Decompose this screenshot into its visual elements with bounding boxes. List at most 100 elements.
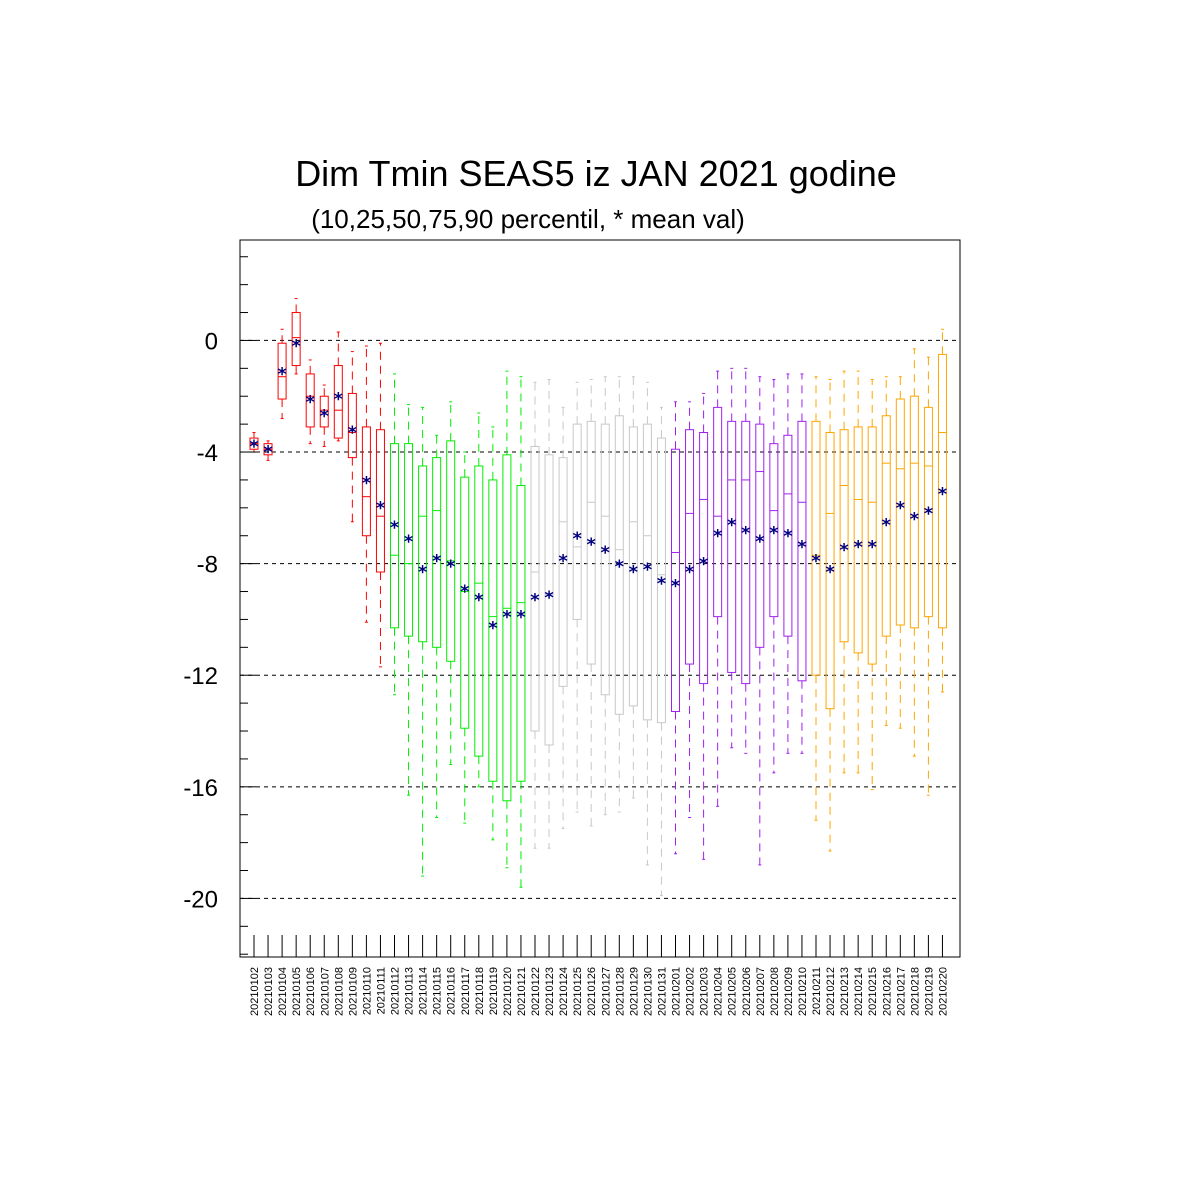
mean-marker: *: [320, 406, 330, 427]
box: [713, 406, 723, 618]
mean-marker: *: [558, 551, 568, 572]
mean-marker: *: [811, 551, 821, 572]
box: [530, 445, 540, 732]
box: [671, 448, 680, 712]
x-tick-label: 20210113: [404, 967, 416, 1015]
plot-frame: [239, 239, 961, 958]
x-tick-label: 20210109: [347, 967, 359, 1016]
mean-marker: *: [348, 423, 358, 444]
mean-markers: * ************* ** *** ** *** * ** * ** ** *** * * * **…: [249, 336, 947, 639]
box: [811, 420, 821, 676]
mean-marker: *: [657, 573, 667, 594]
mean-marker: *: [797, 537, 807, 558]
mean-marker: *: [277, 364, 287, 385]
mean-marker: *: [418, 562, 428, 583]
mean-marker: *: [643, 559, 653, 580]
box: [488, 479, 498, 782]
mean-marker: *: [530, 590, 540, 611]
box: [502, 454, 512, 802]
mean-marker: *: [291, 336, 301, 357]
mean-marker: *: [910, 509, 920, 530]
x-tick-label: 20210207: [755, 967, 767, 1016]
mean-marker: *: [376, 498, 386, 519]
box: [755, 423, 765, 648]
box: [446, 440, 456, 662]
box: [853, 426, 863, 654]
mean-marker: *: [741, 523, 751, 544]
mean-marker: *: [924, 504, 934, 525]
x-tick-label: 20210205: [727, 967, 739, 1016]
box: [333, 365, 343, 439]
box: [305, 373, 315, 428]
x-tick-label: 20210125: [572, 967, 584, 1016]
box: [769, 443, 779, 618]
box: [685, 429, 695, 665]
x-tick-label: 20210110: [361, 967, 373, 1015]
mean-marker: *: [783, 526, 793, 547]
x-tick-label: 20210201: [671, 967, 683, 1016]
x-tick-label: 20210121: [516, 967, 528, 1016]
chart-subtitle: (10,25,50,75,90 percentil, * mean val): [311, 204, 745, 234]
x-tick-label: 20210220: [937, 967, 949, 1016]
x-tick-label: 20210120: [502, 967, 514, 1016]
x-tick-label: 20210119: [488, 967, 500, 1015]
box: [727, 420, 737, 673]
mean-marker: *: [882, 515, 892, 536]
mean-marker: *: [755, 532, 765, 553]
mean-marker: *: [629, 562, 639, 583]
x-tick-label: 20210203: [699, 967, 711, 1016]
x-tick-label: 20210219: [923, 967, 935, 1016]
y-axis: 0 -4 -8 -12 -16 -20: [183, 256, 256, 955]
box: [558, 457, 568, 687]
x-tick-label: 20210218: [909, 967, 921, 1016]
x-tick-label: 20210107: [319, 967, 331, 1016]
box: [656, 437, 666, 724]
mean-marker: *: [334, 389, 344, 410]
x-tick-label: 20210213: [839, 967, 851, 1016]
box: [572, 423, 582, 620]
x-tick-label: 20210122: [530, 967, 542, 1016]
mean-marker: *: [446, 557, 456, 578]
box: [460, 476, 470, 729]
box: [347, 392, 357, 459]
box: [474, 465, 484, 757]
x-tick-label: 20210114: [418, 967, 430, 1015]
x-tick-label: 20210215: [867, 967, 879, 1016]
box: [432, 457, 442, 648]
x-tick-label: 20210209: [783, 967, 795, 1016]
x-tick-label: 20210129: [628, 967, 640, 1016]
x-tick-label: 20210211: [811, 967, 823, 1015]
box: [390, 443, 399, 629]
mean-marker: *: [671, 576, 681, 597]
x-tick-label: 20210127: [600, 967, 612, 1016]
mean-marker: *: [825, 562, 835, 583]
x-tick-label: 20210116: [446, 967, 458, 1015]
box: [867, 426, 877, 665]
box: [277, 342, 287, 400]
box: [895, 398, 905, 626]
box: [544, 454, 554, 746]
mean-marker: *: [713, 526, 723, 547]
x-tick-label: 20210206: [741, 967, 753, 1016]
box: [741, 420, 751, 685]
grid-lines: [240, 339, 960, 899]
mean-marker: *: [938, 484, 948, 505]
x-tick-label: 20210126: [586, 967, 598, 1016]
x-tick-label: 20210105: [291, 967, 303, 1016]
y-tick-label: -12: [183, 663, 218, 690]
mean-marker: *: [474, 590, 484, 611]
y-tick-label: -16: [183, 775, 218, 802]
box: [404, 443, 414, 637]
box: [291, 312, 301, 367]
x-tick-label: 20210210: [797, 967, 809, 1016]
mean-marker: *: [727, 515, 737, 536]
x-tick-label: 20210111: [375, 967, 387, 1014]
x-tick-label: 20210212: [825, 967, 837, 1016]
mean-marker: *: [572, 529, 582, 550]
x-tick-label: 20210124: [558, 967, 570, 1016]
box: [375, 429, 385, 573]
mean-marker: *: [685, 562, 695, 583]
box: [881, 415, 891, 637]
